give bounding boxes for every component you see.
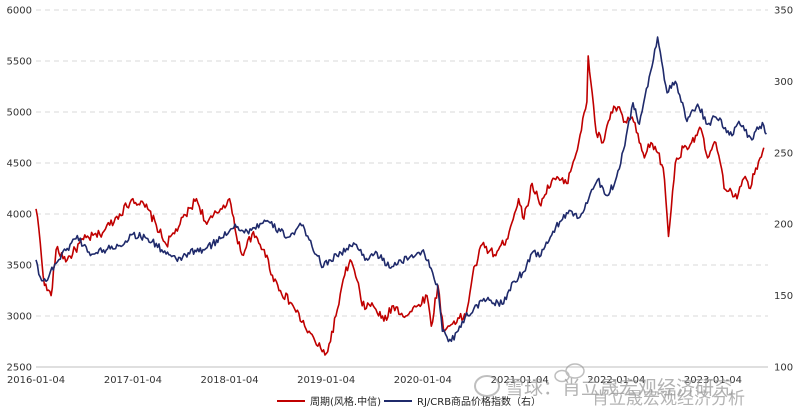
x-tick-label: 2017-01-04 [104,375,162,386]
x-tick-label: 2020-01-04 [394,375,452,386]
y-left-tick-label: 2500 [7,363,32,374]
y-left-tick-label: 6000 [7,6,32,17]
series-lines [35,36,768,356]
y-right-tick-label: 200 [774,220,793,231]
x-tick-label: 2016-01-04 [7,375,65,386]
legend-label-series-1: 周期(风格.中信) [310,395,381,408]
x-tick-label: 2019-01-04 [297,375,355,386]
watermark: 雪球：肖立晟宏观经济研究 肖立晟宏观经济分析 [474,363,745,409]
y-left-tick-label: 3500 [7,261,32,272]
series-line-2 [35,36,768,343]
x-tick-label: 2022-01-04 [587,375,645,386]
y-right-tick-label: 350 [774,6,793,17]
series-line-1 [35,55,765,356]
y-left-tick-label: 5500 [7,57,32,68]
legend-label-series-2: RJ/CRB商品价格指数（右） [417,395,541,408]
y-right-tick-label: 300 [774,77,793,88]
watermark-text-1: 雪球：肖立晟宏观经济研究 [505,377,733,399]
y-left-tick-label: 5000 [7,108,32,119]
gridlines [36,9,768,317]
y-right-tick-label: 100 [774,363,793,374]
watermark-text-2: 肖立晟宏观经济分析 [592,389,745,409]
x-tick-label: 2023-01-04 [684,375,742,386]
axes: 2500 3000 3500 4000 4500 5000 5500 6000 100 150 20… [7,6,794,387]
y-left-tick-label: 3000 [7,312,32,323]
wechat-bubble-icon [474,363,585,397]
y-right-tick-label: 250 [774,148,793,159]
y-left-tick-label: 4500 [7,159,32,170]
x-tick-label: 2018-01-04 [200,375,258,386]
y-left-tick-label: 4000 [7,210,32,221]
legend: 周期(风格.中信) RJ/CRB商品价格指数（右） [277,395,541,408]
y-right-tick-label: 150 [774,291,793,302]
x-tick-label: 2021-01-04 [491,375,549,386]
